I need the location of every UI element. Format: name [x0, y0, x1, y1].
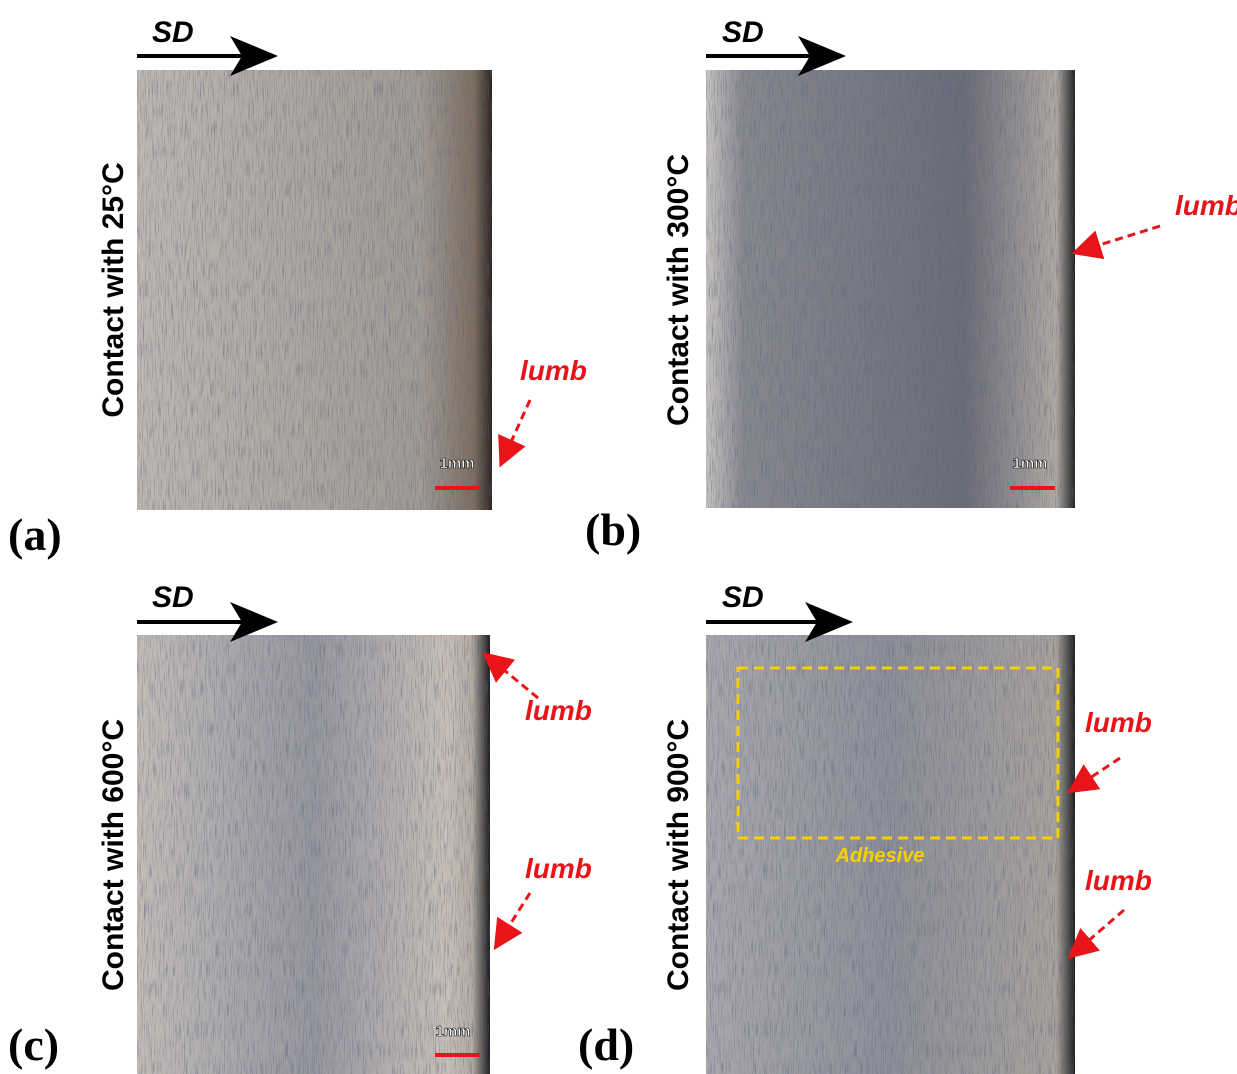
- micrograph-texture: [137, 635, 490, 1074]
- direction-label: SD: [152, 581, 194, 614]
- panel-label: (a): [8, 509, 62, 560]
- lumb-label: lumb: [1085, 707, 1152, 738]
- lumb-arrow: [1072, 758, 1120, 790]
- side-label: Contact with 600°C: [97, 719, 130, 991]
- micrograph-texture: [137, 70, 492, 510]
- scale-bar-label: 1mm: [435, 1023, 470, 1040]
- side-label: Contact with 900°C: [662, 719, 695, 991]
- direction-label: SD: [722, 581, 764, 614]
- lumb-arrow: [487, 656, 538, 698]
- lumb-arrow: [1072, 910, 1124, 955]
- lumb-label: lumb: [525, 695, 592, 726]
- side-label: Contact with 25°C: [97, 162, 130, 417]
- direction-label: SD: [152, 16, 194, 49]
- figure: SD Contact with 25°C (a) 1mm lumb SD Contact w…: [0, 0, 1237, 1074]
- lumb-arrow: [502, 400, 530, 462]
- lumb-arrow: [1077, 226, 1160, 252]
- panel-label: (d): [578, 1019, 634, 1070]
- scale-bar-label: 1mm: [1012, 455, 1047, 472]
- lumb-arrow: [497, 893, 530, 945]
- panel-label: (c): [8, 1019, 59, 1070]
- lumb-label: lumb: [525, 853, 592, 884]
- direction-label: SD: [722, 16, 764, 49]
- micrograph-texture: [706, 70, 1075, 508]
- lumb-label: lumb: [1085, 865, 1152, 896]
- lumb-label: lumb: [1175, 190, 1237, 221]
- lumb-label: lumb: [520, 355, 587, 386]
- region-label: Adhesive: [835, 845, 925, 867]
- scale-bar-label: 1mm: [439, 455, 474, 472]
- side-label: Contact with 300°C: [662, 154, 695, 426]
- panel-label: (b): [585, 504, 641, 555]
